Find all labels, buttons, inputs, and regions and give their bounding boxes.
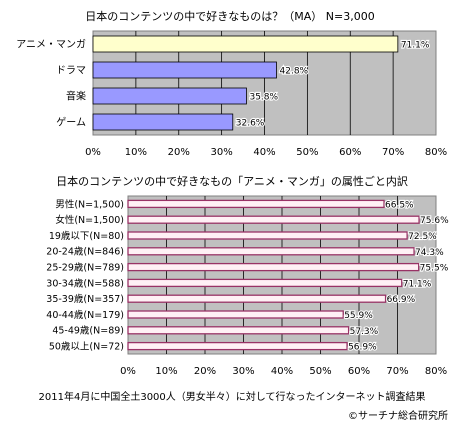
chart2-category-label: 35-39歳(N=357) — [46, 293, 124, 305]
chart1-category-label: ドラマ — [56, 65, 86, 77]
chart2-category-label: 25-29歳(N=789) — [46, 262, 124, 274]
chart1-value-label: 71.1% — [401, 41, 430, 51]
chart2-bar — [127, 199, 385, 209]
chart2-value-label: 75.5% — [420, 264, 449, 274]
chart2-x-tick-label: 70% — [386, 366, 408, 377]
chart1-x-tick-label: 10% — [125, 147, 147, 158]
chart2-title: 日本のコンテンツの中で好きなもの「アニメ・マンガ」の属性ごと内訳 — [56, 174, 408, 188]
chart2-category-label: 男性(N=1,500) — [55, 198, 124, 210]
chart1-x-tick-label: 60% — [339, 147, 361, 158]
footer-note: 2011年4月に中国全土3000人（男女半々）に対して行なったインターネット調査… — [39, 390, 426, 403]
chart2-x-tick-label: 10% — [155, 366, 177, 377]
footer-credit: ©サーチナ総合研究所 — [348, 409, 448, 422]
chart1-bar — [92, 87, 247, 105]
chart2-bar — [127, 278, 403, 288]
chart1-category-label: ゲーム — [56, 117, 86, 129]
chart2-category-label: 女性(N=1,500) — [55, 214, 124, 226]
chart2-bar — [127, 294, 387, 303]
chart2-value-label: 71.1% — [403, 279, 432, 289]
chart1-x-tick-label: 40% — [253, 147, 275, 158]
chart1-value-label: 32.6% — [236, 119, 265, 129]
chart2-value-label: 56.9% — [348, 343, 377, 353]
chart1-plot: 0% 10% 20% 30% 40% 50% 60% 70% 80% アニメ・マンガ 71.1% ドラ… — [16, 30, 447, 158]
chart2-x-tick-label: 30% — [232, 366, 254, 377]
chart2-category-label: 19歳以下(N=80) — [49, 230, 124, 242]
chart1-value-label: 35.8% — [249, 93, 278, 103]
chart2-x-tick-label: 50% — [309, 366, 331, 377]
chart1-x-tick-label: 20% — [168, 147, 190, 158]
chart2-bar — [127, 341, 348, 351]
chart2-bar — [127, 215, 420, 224]
chart1-x-tick-label: 0% — [85, 147, 101, 158]
chart2-x-tick-label: 60% — [348, 366, 370, 377]
chart2-bar — [127, 231, 408, 240]
chart2-x-tick-label: 40% — [271, 366, 293, 377]
chart2-value-label: 55.9% — [344, 311, 373, 321]
chart1-value-label: 42.8% — [280, 67, 309, 77]
chart1-title: 日本のコンテンツの中で好きなものは？（MA） N=3,000 — [85, 9, 374, 23]
chart1-bar — [92, 35, 399, 53]
chart2-category-label: 20-24歳(N=846) — [46, 246, 124, 258]
chart2-plot: 0% 10% 20% 30% 40% 50% 60% 70% 80% 男性(N=1,500) 66.… — [46, 195, 450, 377]
chart1-category-label: 音楽 — [66, 90, 86, 103]
chart2-value-label: 66.5% — [385, 200, 414, 210]
chart1-x-tick-label: 80% — [425, 147, 447, 158]
chart2-x-tick-label: 20% — [194, 366, 216, 377]
chart2-category-label: 45-49歳(N=89) — [52, 325, 124, 337]
chart2-value-label: 72.5% — [408, 232, 437, 242]
chart2-value-label: 75.6% — [420, 216, 449, 226]
chart2-category-label: 40-44歳(N=179) — [46, 309, 124, 321]
chart2-category-label: 30-34歳(N=588) — [46, 277, 124, 289]
chart2-bar — [127, 247, 415, 256]
chart2-bar — [127, 326, 350, 335]
chart2-value-label: 66.9% — [387, 295, 416, 305]
chart2-category-label: 50歳以上(N=72) — [49, 341, 124, 353]
chart1-x-tick-label: 70% — [382, 147, 404, 158]
chart1-category-label: アニメ・マンガ — [16, 39, 86, 51]
chart2-x-tick-label: 0% — [120, 366, 136, 377]
chart1-bar — [92, 61, 277, 79]
chart2-bar — [127, 310, 344, 319]
chart2-bar — [127, 262, 420, 272]
chart2-value-label: 74.3% — [415, 248, 444, 258]
chart1-bar — [92, 113, 234, 131]
chart2-value-label: 57.3% — [350, 327, 379, 337]
chart2-x-tick-label: 80% — [425, 366, 447, 377]
chart1-x-tick-label: 30% — [211, 147, 233, 158]
chart1-x-tick-label: 50% — [296, 147, 318, 158]
